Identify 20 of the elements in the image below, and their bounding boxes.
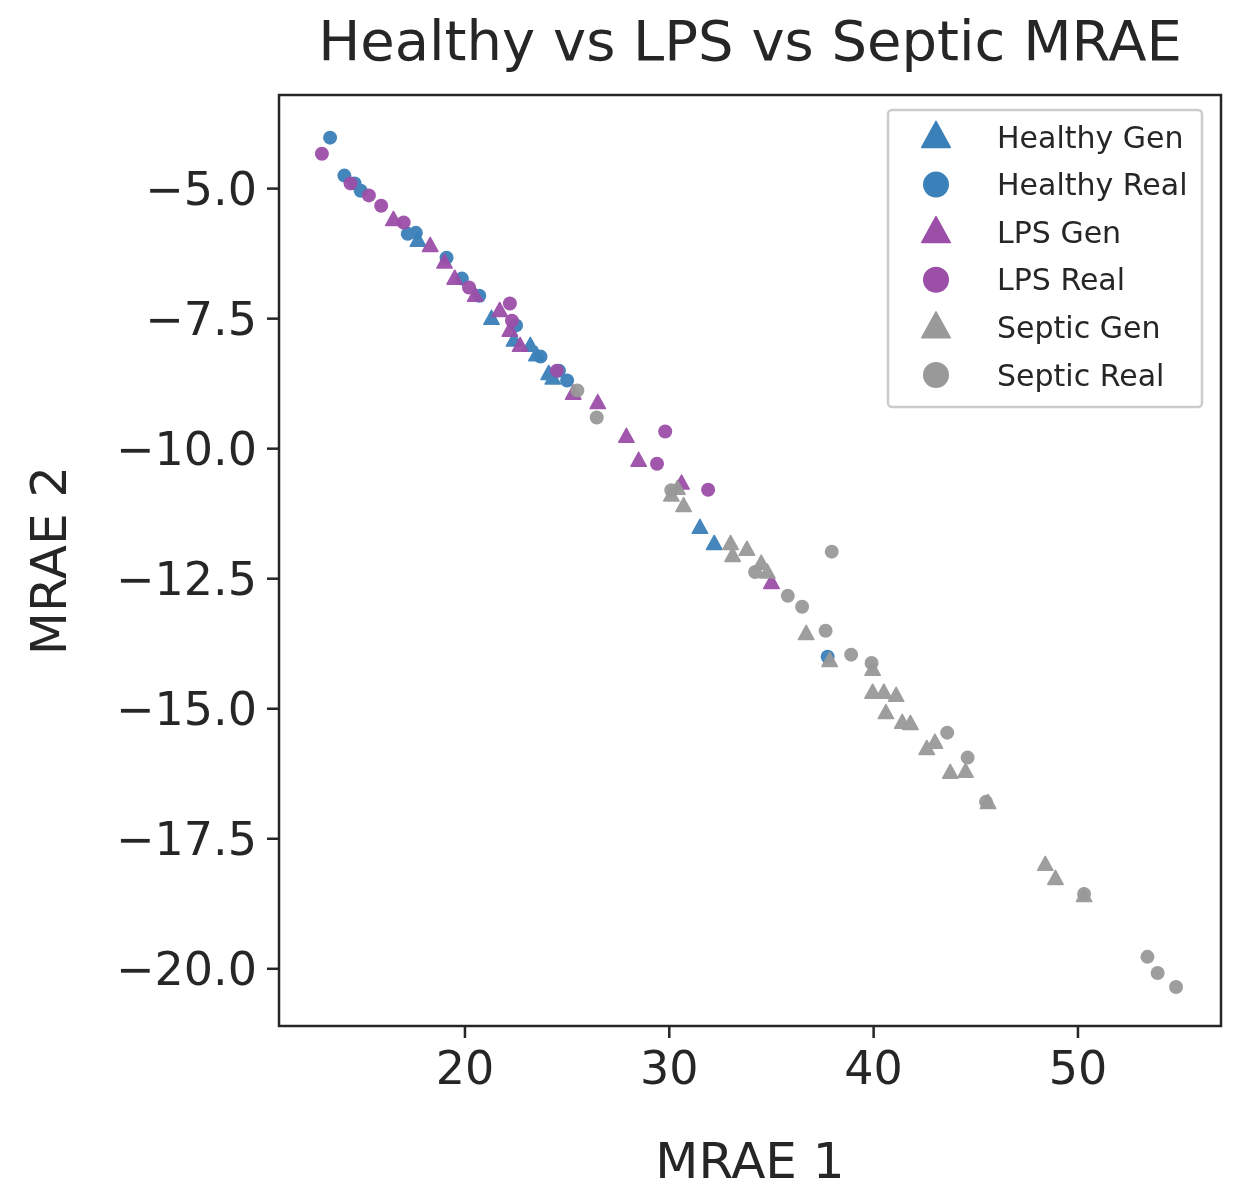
y-tick-label: −17.5 xyxy=(116,811,257,866)
y-tick-label: −5.0 xyxy=(145,161,257,216)
legend-label: Septic Real xyxy=(997,357,1165,393)
chart-title: Healthy vs LPS vs Septic MRAE xyxy=(318,8,1182,73)
legend-label: LPS Gen xyxy=(997,214,1122,250)
x-tick-label: 50 xyxy=(1048,1041,1108,1095)
y-axis-title: MRAE 2 xyxy=(20,465,78,656)
legend-label: Septic Gen xyxy=(997,309,1161,345)
legend-label: LPS Real xyxy=(997,262,1126,298)
y-tick-label: −15.0 xyxy=(116,681,257,736)
x-tick-label: 30 xyxy=(640,1041,699,1095)
legend-label: Healthy Real xyxy=(997,167,1188,203)
y-tick-label: −20.0 xyxy=(116,941,257,996)
x-tick-label: 40 xyxy=(844,1041,903,1095)
y-tick-label: −7.5 xyxy=(145,291,257,346)
y-tick-label: −12.5 xyxy=(116,551,257,606)
legend-label: Healthy Gen xyxy=(997,119,1184,155)
x-tick-label: 20 xyxy=(435,1041,495,1095)
x-axis-title: MRAE 1 xyxy=(655,1132,845,1186)
y-tick-label: −10.0 xyxy=(116,421,257,476)
